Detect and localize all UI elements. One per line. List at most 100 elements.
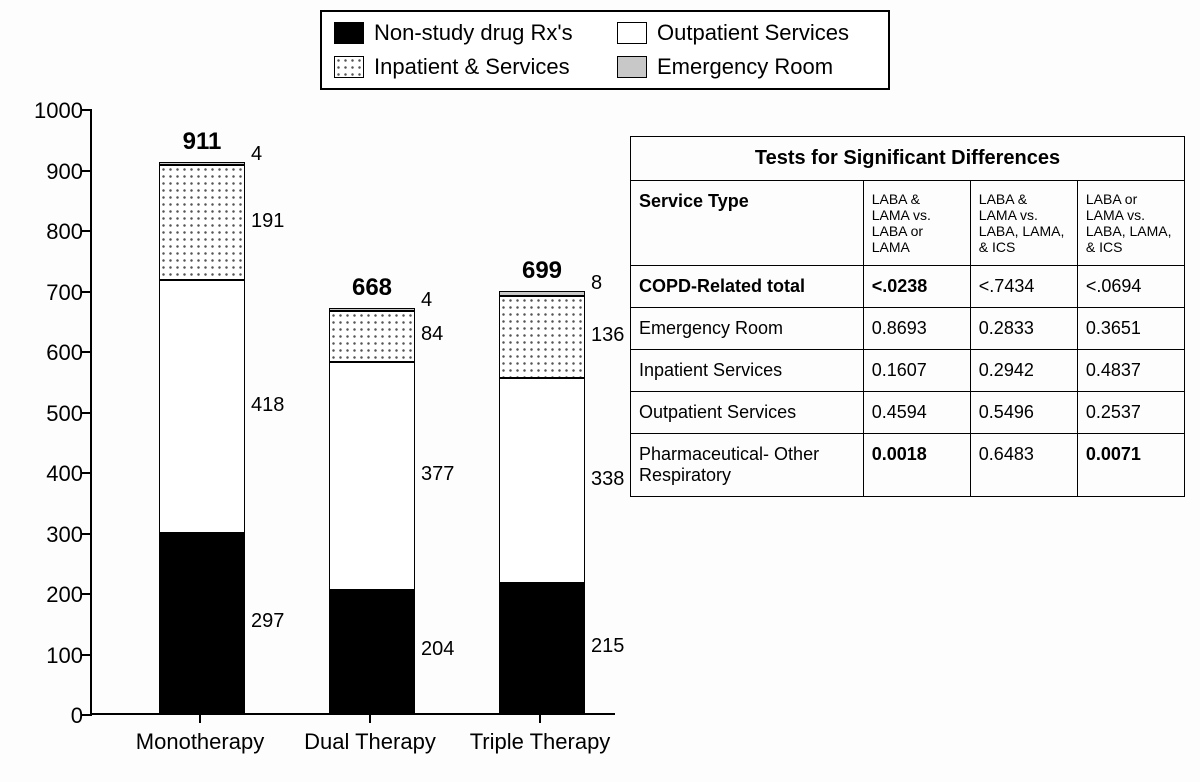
segment-value-label: 204 bbox=[421, 638, 454, 661]
segment-value-label: 4 bbox=[251, 143, 262, 166]
cell-value: <.0694 bbox=[1077, 266, 1184, 308]
swatch-black bbox=[334, 22, 364, 44]
stats-table-wrap: Tests for Significant Differences Servic… bbox=[630, 136, 1185, 497]
legend-item: Emergency Room bbox=[617, 54, 876, 80]
y-tick-mark bbox=[82, 593, 92, 595]
bar-total-label: 699 bbox=[499, 257, 585, 285]
legend-label: Outpatient Services bbox=[657, 20, 849, 46]
bar-segment bbox=[159, 165, 245, 281]
legend-item: Inpatient & Services bbox=[334, 54, 593, 80]
y-tick-mark bbox=[82, 291, 92, 293]
bar-segment bbox=[499, 296, 585, 378]
table-col-service-type: Service Type bbox=[631, 181, 864, 266]
row-label: Pharmaceutical- Other Respiratory bbox=[631, 434, 864, 497]
x-tick-mark bbox=[539, 713, 541, 723]
table-row: COPD-Related total<.0238<.7434<.0694 bbox=[631, 266, 1185, 308]
y-tick-label: 1000 bbox=[23, 98, 83, 124]
segment-value-label: 418 bbox=[251, 394, 284, 417]
legend-item: Outpatient Services bbox=[617, 20, 876, 46]
segment-value-label: 297 bbox=[251, 610, 284, 633]
cell-value: 0.5496 bbox=[970, 392, 1077, 434]
table-row: Outpatient Services0.45940.54960.2537 bbox=[631, 392, 1185, 434]
segment-value-label: 215 bbox=[591, 635, 624, 658]
y-tick-label: 0 bbox=[23, 703, 83, 729]
plot-area: 29741819149112043778446682153381368699 bbox=[90, 110, 615, 715]
row-label: Outpatient Services bbox=[631, 392, 864, 434]
bar-chart: 29741819149112043778446682153381368699 0… bbox=[20, 110, 615, 775]
y-tick-label: 600 bbox=[23, 340, 83, 366]
table-col-compare-1: LABA & LAMA vs. LABA or LAMA bbox=[863, 181, 970, 266]
cell-value: 0.2537 bbox=[1077, 392, 1184, 434]
x-category-label: Dual Therapy bbox=[290, 729, 450, 755]
x-tick-mark bbox=[199, 713, 201, 723]
y-tick-label: 200 bbox=[23, 582, 83, 608]
bar-segment bbox=[329, 311, 415, 362]
segment-value-label: 338 bbox=[591, 468, 624, 491]
table-row: Inpatient Services0.16070.29420.4837 bbox=[631, 350, 1185, 392]
y-tick-mark bbox=[82, 230, 92, 232]
row-label: Emergency Room bbox=[631, 308, 864, 350]
swatch-dots bbox=[334, 56, 364, 78]
x-category-label: Triple Therapy bbox=[460, 729, 620, 755]
table-col-compare-3: LABA or LAMA vs. LABA, LAMA, & ICS bbox=[1077, 181, 1184, 266]
bar-segment bbox=[499, 378, 585, 582]
segment-value-label: 84 bbox=[421, 323, 443, 346]
bar-segment bbox=[499, 291, 585, 296]
y-tick-mark bbox=[82, 472, 92, 474]
bar-segment bbox=[499, 583, 585, 713]
y-tick-label: 100 bbox=[23, 643, 83, 669]
table-col-compare-2: LABA & LAMA vs. LABA, LAMA, & ICS bbox=[970, 181, 1077, 266]
segment-value-label: 4 bbox=[421, 289, 432, 312]
cell-value: 0.2942 bbox=[970, 350, 1077, 392]
cell-value: 0.2833 bbox=[970, 308, 1077, 350]
bar-segment bbox=[329, 308, 415, 310]
bar-total-label: 668 bbox=[329, 274, 415, 302]
y-tick-mark bbox=[82, 109, 92, 111]
cell-value: 0.4837 bbox=[1077, 350, 1184, 392]
segment-value-label: 136 bbox=[591, 324, 624, 347]
bar-segment bbox=[159, 162, 245, 164]
cell-value: 0.6483 bbox=[970, 434, 1077, 497]
table-row: Pharmaceutical- Other Respiratory0.00180… bbox=[631, 434, 1185, 497]
y-tick-label: 800 bbox=[23, 219, 83, 245]
cell-value: 0.0018 bbox=[863, 434, 970, 497]
y-tick-mark bbox=[82, 533, 92, 535]
cell-value: 0.1607 bbox=[863, 350, 970, 392]
segment-value-label: 191 bbox=[251, 210, 284, 233]
bar-segment bbox=[329, 590, 415, 713]
row-label: Inpatient Services bbox=[631, 350, 864, 392]
y-tick-label: 300 bbox=[23, 522, 83, 548]
y-tick-mark bbox=[82, 714, 92, 716]
swatch-white bbox=[617, 22, 647, 44]
swatch-grey bbox=[617, 56, 647, 78]
bar-segment bbox=[159, 533, 245, 713]
legend-label: Emergency Room bbox=[657, 54, 833, 80]
y-tick-mark bbox=[82, 654, 92, 656]
y-tick-mark bbox=[82, 412, 92, 414]
y-tick-mark bbox=[82, 351, 92, 353]
cell-value: <.7434 bbox=[970, 266, 1077, 308]
cell-value: 0.8693 bbox=[863, 308, 970, 350]
legend-label: Non-study drug Rx's bbox=[374, 20, 573, 46]
cell-value: 0.3651 bbox=[1077, 308, 1184, 350]
segment-value-label: 377 bbox=[421, 463, 454, 486]
x-category-label: Monotherapy bbox=[120, 729, 280, 755]
stats-table: Tests for Significant Differences Servic… bbox=[630, 136, 1185, 497]
legend: Non-study drug Rx's Outpatient Services … bbox=[320, 10, 890, 90]
y-tick-label: 500 bbox=[23, 401, 83, 427]
cell-value: 0.4594 bbox=[863, 392, 970, 434]
y-tick-label: 900 bbox=[23, 159, 83, 185]
figure-root: Non-study drug Rx's Outpatient Services … bbox=[0, 0, 1200, 782]
y-tick-label: 700 bbox=[23, 280, 83, 306]
bar-segment bbox=[329, 362, 415, 590]
bar-segment bbox=[159, 280, 245, 533]
y-tick-label: 400 bbox=[23, 461, 83, 487]
row-label: COPD-Related total bbox=[631, 266, 864, 308]
legend-label: Inpatient & Services bbox=[374, 54, 570, 80]
cell-value: <.0238 bbox=[863, 266, 970, 308]
bar-total-label: 911 bbox=[159, 128, 245, 156]
legend-item: Non-study drug Rx's bbox=[334, 20, 593, 46]
segment-value-label: 8 bbox=[591, 272, 602, 295]
y-tick-mark bbox=[82, 170, 92, 172]
x-tick-mark bbox=[369, 713, 371, 723]
